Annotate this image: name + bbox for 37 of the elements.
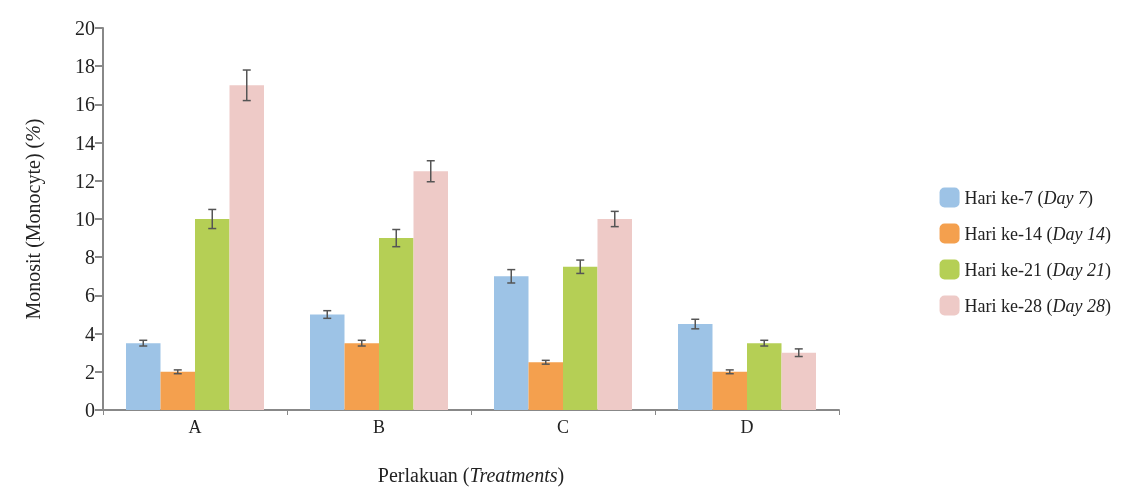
x-tick-label: A [188, 417, 202, 437]
y-tick-label: 0 [85, 399, 95, 421]
legend-label: Hari ke-14 (Day 14) [964, 223, 1112, 245]
x-tick-label: C [556, 417, 570, 437]
legend-label: Hari ke-7 (Day 7) [964, 187, 1094, 209]
bar [195, 219, 230, 410]
bar [344, 343, 379, 410]
x-axis-title: Perlakuan (Treatments) [377, 464, 565, 487]
bar [126, 343, 161, 410]
bar [563, 266, 598, 410]
legend-label: Hari ke-28 (Day 28) [964, 295, 1112, 317]
y-tick-label: 20 [75, 17, 95, 39]
bar [413, 171, 448, 410]
y-tick-label: 8 [85, 246, 95, 269]
y-tick-label: 16 [75, 93, 95, 116]
bar [229, 85, 264, 410]
y-tick-label: 12 [75, 169, 95, 192]
y-tick-label: 4 [85, 322, 95, 345]
bar [310, 314, 345, 410]
bar [379, 238, 414, 410]
bar [494, 276, 529, 410]
y-tick-label: 18 [75, 55, 95, 78]
x-tick-label: B [372, 417, 386, 437]
y-tick-label: 14 [75, 131, 95, 154]
y-tick-label: 6 [85, 284, 95, 307]
bar [712, 371, 747, 410]
bar [781, 352, 816, 410]
bar [747, 343, 782, 410]
legend-label: Hari ke-21 (Day 21) [964, 259, 1112, 281]
y-axis-title: Monosit (Monocyte) (%) [22, 118, 45, 320]
bar [160, 371, 195, 410]
x-tick-label: D [740, 417, 754, 437]
bar [528, 362, 563, 410]
bar [597, 219, 632, 410]
y-tick-label: 10 [75, 208, 95, 230]
y-tick-label: 2 [85, 360, 95, 383]
bar [678, 324, 713, 410]
